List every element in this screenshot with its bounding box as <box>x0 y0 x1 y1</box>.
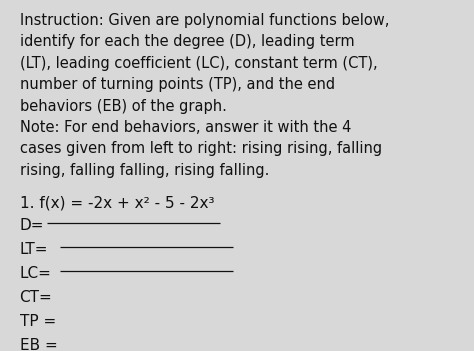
Text: (LT), leading coefficient (LC), constant term (CT),: (LT), leading coefficient (LC), constant… <box>19 56 377 71</box>
Text: CT=: CT= <box>19 290 52 305</box>
Text: number of turning points (TP), and the end: number of turning points (TP), and the e… <box>19 77 335 92</box>
Text: cases given from left to right: rising rising, falling: cases given from left to right: rising r… <box>19 141 382 156</box>
Text: rising, falling falling, rising falling.: rising, falling falling, rising falling. <box>19 163 269 178</box>
Text: identify for each the degree (D), leading term: identify for each the degree (D), leadin… <box>19 34 354 49</box>
Text: D=: D= <box>19 218 44 233</box>
Text: LC=: LC= <box>19 266 52 281</box>
Text: LT=: LT= <box>19 242 48 257</box>
Text: TP =: TP = <box>19 314 56 329</box>
Text: Note: For end behaviors, answer it with the 4: Note: For end behaviors, answer it with … <box>19 120 351 135</box>
Text: behaviors (EB) of the graph.: behaviors (EB) of the graph. <box>19 99 227 113</box>
Text: EB =: EB = <box>19 338 57 351</box>
Text: Instruction: Given are polynomial functions below,: Instruction: Given are polynomial functi… <box>19 13 389 28</box>
Text: 1. f(x) = -2x + x² - 5 - 2x³: 1. f(x) = -2x + x² - 5 - 2x³ <box>19 196 214 211</box>
